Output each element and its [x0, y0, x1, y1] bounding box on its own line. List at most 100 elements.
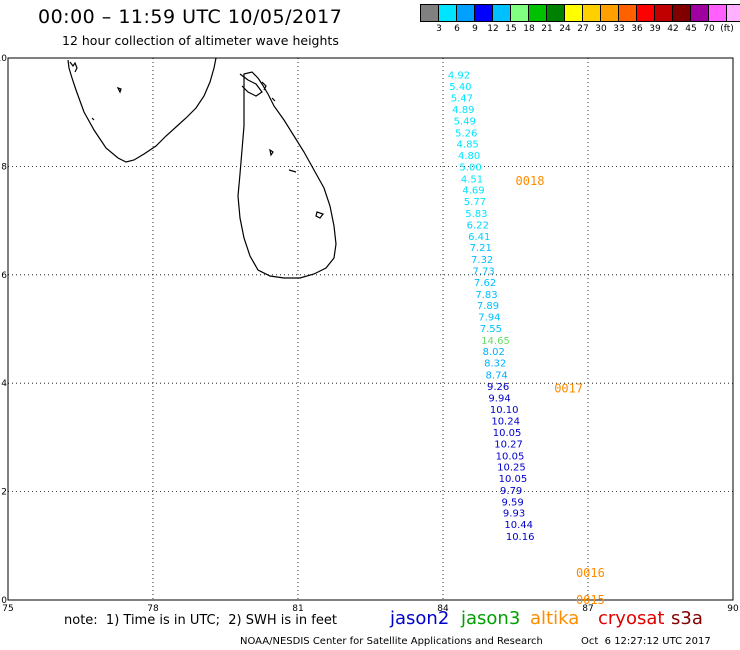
wave-height-value: 10.16 [506, 532, 535, 543]
wave-height-value: 5.77 [464, 197, 486, 208]
wave-height-value: 10.05 [493, 428, 522, 439]
x-tick-label: 84 [437, 604, 449, 614]
legend-tick-label: 15 [505, 24, 517, 34]
wave-height-value: 9.94 [488, 393, 510, 404]
wave-height-value: 9.79 [500, 486, 522, 497]
legend-swatch [637, 5, 655, 21]
legend-swatch [511, 5, 529, 21]
legend-swatch [655, 5, 673, 21]
jaffna-detail [239, 73, 263, 97]
india-coast-detail [69, 61, 78, 73]
time-mark-label: 0018 [516, 174, 545, 188]
legend-swatch [547, 5, 565, 21]
y-tick-label: 0 [1, 596, 7, 606]
legend-tick-label: 12 [487, 24, 499, 34]
legend-tick-label: 30 [595, 24, 607, 34]
legend-tick-label: 33 [613, 24, 625, 34]
legend-tick-label: 21 [541, 24, 553, 34]
legend-swatch [583, 5, 601, 21]
coast-islet [116, 86, 122, 94]
legend-tick-label: 36 [631, 24, 643, 34]
wave-height-value: 10.10 [490, 405, 519, 416]
legend-tick-label: 70 [703, 24, 715, 34]
coast-islet [91, 117, 95, 121]
legend-swatches [420, 4, 740, 22]
coast-islet [271, 97, 276, 102]
wave-height-value: 7.32 [471, 255, 493, 266]
wave-height-value: 4.89 [452, 105, 474, 116]
map-title: 00:00 – 11:59 UTC 10/05/2017 [38, 6, 343, 28]
coast-islet [288, 169, 297, 173]
wave-height-value: 4.80 [458, 151, 480, 162]
wave-height-value: 7.94 [478, 313, 500, 324]
wave-height-value: 10.24 [491, 417, 520, 428]
satellite-label-altika: altika [530, 608, 580, 629]
wave-height-value: 6.41 [468, 232, 490, 243]
legend-swatch [457, 5, 475, 21]
altimeter-track: 4.925.405.474.895.495.264.854.805.004.51… [448, 70, 535, 543]
y-tick-label: 4 [1, 379, 7, 389]
legend-swatch [439, 5, 457, 21]
map-grid [7, 57, 734, 601]
legend-swatch [421, 5, 439, 21]
map-subtitle: 12 hour collection of altimeter wave hei… [62, 33, 339, 48]
satellite-label-cryosat: cryosat [598, 608, 665, 629]
time-mark-label: 0015 [576, 593, 605, 607]
wave-height-value: 10.25 [497, 463, 526, 474]
coastline [67, 57, 337, 279]
wave-height-value: 7.21 [470, 243, 492, 254]
wave-height-value: 10.27 [494, 439, 523, 450]
wave-height-value: 5.40 [449, 82, 471, 93]
wave-height-value: 8.32 [484, 359, 506, 370]
coast-islet [269, 148, 274, 157]
satellite-label-jason2: jason2 [390, 608, 450, 629]
legend-tick-label: 39 [649, 24, 661, 34]
wave-height-value: 7.89 [477, 301, 499, 312]
time-mark-label: 0017 [554, 382, 583, 396]
legend-ticks: 3 6 9 12 15 18 21 24 27 30 33 36 39 42 45 70 (ft) [420, 24, 740, 36]
generated-timestamp: Oct 6 12:27:12 UTC 2017 [581, 636, 711, 647]
y-tick-label: 6 [1, 271, 7, 281]
wave-height-value: 9.93 [503, 509, 525, 520]
wave-height-value: 10.05 [496, 451, 525, 462]
color-legend: 3 6 9 12 15 18 21 24 27 30 33 36 39 42 45 70 (ft) [420, 4, 740, 36]
x-tick-label: 75 [2, 604, 13, 614]
legend-swatch [691, 5, 709, 21]
axis-labels: 75 78 81 84 87 90 10 8 6 4 2 0 [0, 54, 739, 614]
coast-islet [261, 81, 267, 91]
map-frame [7, 57, 734, 601]
wave-height-value: 5.83 [465, 209, 487, 220]
legend-swatch [475, 5, 493, 21]
satellite-label-s3a: s3a [671, 608, 703, 629]
footer-note: note: 1) Time is in UTC; 2) SWH is in fe… [64, 613, 337, 628]
wave-height-value: 10.05 [499, 474, 528, 485]
wave-height-value: 4.69 [462, 186, 484, 197]
wave-height-value: 4.51 [461, 174, 483, 185]
y-tick-label: 2 [1, 488, 7, 498]
legend-tick-label: 42 [667, 24, 679, 34]
legend-tick-label: 3 [436, 24, 442, 34]
x-tick-label: 81 [292, 604, 303, 614]
legend-tick-label: 9 [472, 24, 478, 34]
wave-height-value: 7.73 [472, 266, 494, 277]
wave-height-value: 5.47 [451, 94, 473, 105]
wave-height-value: 5.00 [459, 162, 481, 173]
wave-height-value: 7.83 [475, 290, 497, 301]
wave-height-value: 8.02 [483, 347, 505, 358]
coast-islet [315, 211, 324, 219]
y-tick-label: 10 [0, 54, 7, 64]
wave-height-value: 5.49 [454, 116, 476, 127]
time-marks: 0018 0017 0016 0015 [516, 174, 605, 607]
y-tick-label: 8 [1, 162, 7, 172]
wave-height-value: 8.74 [486, 371, 508, 382]
legend-swatch [727, 5, 740, 21]
x-tick-label: 78 [147, 604, 159, 614]
legend-swatch [529, 5, 547, 21]
wave-height-value: 7.62 [474, 278, 496, 289]
wave-height-value: 4.85 [457, 140, 479, 151]
legend-tick-label: 45 [685, 24, 697, 34]
legend-tick-label: 18 [523, 24, 535, 34]
wave-height-value: 14.65 [481, 336, 510, 347]
legend-tick-label: 24 [559, 24, 571, 34]
